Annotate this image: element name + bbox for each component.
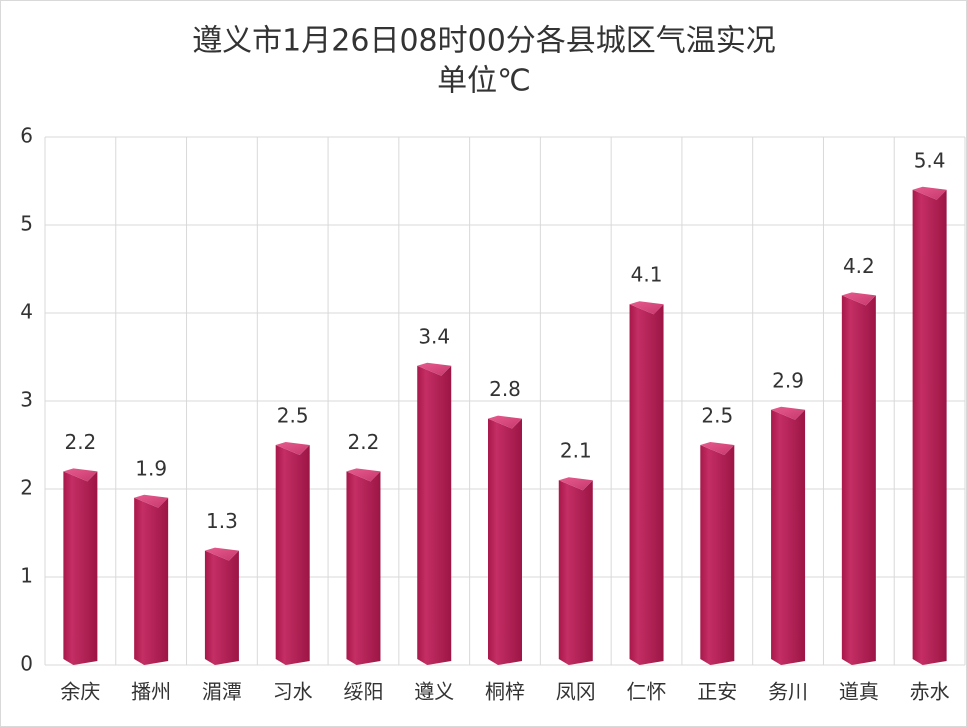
bar [134,497,169,665]
bar-cap [629,301,664,315]
bar [700,445,735,665]
value-label: 2.5 [701,404,733,428]
bar [417,365,452,665]
value-label: 2.2 [64,430,96,454]
y-tick-label: 4 [20,300,33,324]
chart-title: 遵义市1月26日08时00分各县城区气温实况 [192,24,776,59]
value-label: 2.2 [348,430,380,454]
bar-cap [134,494,169,508]
y-tick-label: 1 [20,564,33,588]
y-tick-label: 3 [20,388,33,412]
y-tick-label: 0 [20,652,33,676]
bar [558,480,593,665]
bar-cap [558,477,593,491]
x-tick-label: 遵义 [414,680,454,704]
bar [346,471,381,665]
value-label: 4.1 [631,263,663,287]
bar [275,445,310,665]
x-tick-label: 桐梓 [485,680,525,704]
chart-subtitle: 单位℃ [437,64,531,99]
x-tick-label: 务川 [768,680,808,704]
bar-cap [700,442,735,455]
x-tick-label: 播州 [131,680,171,704]
bar-cap [488,415,522,429]
x-tick-label: 正安 [697,680,737,704]
x-tick-label: 仁怀 [627,680,667,704]
x-tick-label: 绥阳 [343,680,383,704]
y-tick-label: 5 [20,212,33,236]
value-label: 2.8 [489,377,521,401]
bar-cap [63,468,98,482]
bar [204,550,239,665]
value-label: 2.1 [560,439,592,463]
x-tick-label: 凤冈 [556,680,596,704]
value-label: 5.4 [914,148,946,172]
y-tick-label: 6 [20,124,33,148]
value-label: 2.9 [772,368,804,392]
bar [63,471,98,665]
value-label: 2.5 [277,404,309,428]
y-tick-label: 2 [20,476,33,500]
x-tick-label: 习水 [273,680,313,704]
x-tick-label: 湄潭 [202,680,242,704]
bar-cap [275,442,310,455]
bar-cap [346,468,381,482]
x-tick-label: 道真 [839,680,879,704]
value-label: 4.2 [843,254,875,278]
value-label: 1.3 [206,509,238,533]
bar-cap [841,292,876,306]
bar [488,418,522,665]
bar-cap [771,406,806,420]
bar [629,304,664,665]
bar-cap [912,186,947,200]
bar [771,409,806,665]
value-label: 3.4 [418,324,450,348]
bar [912,189,947,666]
x-tick-label: 赤水 [910,680,950,704]
bar-cap [417,362,452,376]
bar-cap [204,547,239,561]
x-tick-label: 余庆 [60,680,100,704]
bar [841,295,876,665]
value-label: 1.9 [135,456,167,480]
